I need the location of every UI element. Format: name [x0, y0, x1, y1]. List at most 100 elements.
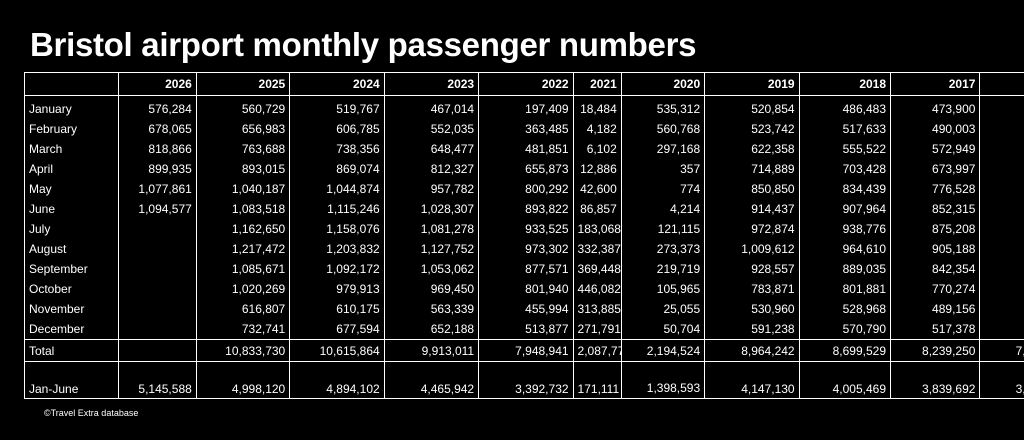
- cell: 732,741: [195, 319, 291, 340]
- cell: 1,092,172: [289, 259, 385, 279]
- cell: 363,485: [478, 119, 574, 139]
- cell: 1,162,650: [195, 219, 291, 239]
- row-label: May: [24, 179, 120, 199]
- cell: 738,356: [289, 139, 385, 159]
- cell: 2,194,524: [620, 339, 706, 362]
- column-header: 2022: [478, 72, 574, 96]
- row-label: February: [24, 119, 120, 139]
- cell: 486,483: [798, 95, 892, 119]
- cell: 105,965: [620, 279, 706, 299]
- cell: 555,522: [798, 139, 892, 159]
- cell: 523,742: [704, 119, 800, 139]
- cell: 10,833,730: [195, 339, 291, 362]
- table-row: November 616,807 610,175 563,339 455,994 313,…: [24, 299, 1024, 319]
- cell: 273,373: [620, 239, 706, 259]
- cell: 4,998,120: [195, 361, 291, 399]
- cell: 907,964: [798, 199, 892, 219]
- cell: 528,968: [798, 299, 892, 319]
- table-row: March 818,866 763,688 738,356 648,477 481,851…: [24, 139, 1024, 159]
- cell: 905,188: [890, 239, 981, 259]
- cell: 1,020,269: [195, 279, 291, 299]
- column-header: 2020: [620, 72, 706, 96]
- cell: 610,175: [289, 299, 385, 319]
- cell: 964,610: [798, 239, 892, 259]
- cell: 4,182: [572, 119, 622, 139]
- cell: 7,948,941: [478, 339, 574, 362]
- cell: 1,040,187: [195, 179, 291, 199]
- cell: 801,881: [798, 279, 892, 299]
- cell: 530,960: [704, 299, 800, 319]
- cell: 856,728: [979, 239, 1024, 259]
- cell: 800,292: [478, 179, 574, 199]
- table-row: July 1,162,650 1,158,076 1,081,278 933,525 18…: [24, 219, 1024, 239]
- cell: 42,600: [572, 179, 622, 199]
- cell: 801,940: [478, 279, 574, 299]
- cell: 938,776: [798, 219, 892, 239]
- cell: [118, 219, 197, 239]
- row-label: January: [24, 95, 120, 119]
- row-label: July: [24, 219, 120, 239]
- cell: 219,719: [620, 259, 706, 279]
- cell: 490,003: [890, 119, 981, 139]
- cell: 520,854: [704, 95, 800, 119]
- cell: 600,657: [979, 159, 1024, 179]
- cell: [118, 279, 197, 299]
- cell: 8,964,242: [704, 339, 800, 362]
- column-header: [24, 72, 120, 96]
- cell: 763,688: [195, 139, 291, 159]
- cell: 591,238: [704, 319, 800, 340]
- cell: 1,053,062: [383, 259, 480, 279]
- table-row: Jan-June 5,145,588 4,998,120 4,894,102 4,465…: [24, 361, 1024, 399]
- cell: 648,477: [383, 139, 480, 159]
- cell: 3,439,195: [979, 361, 1024, 399]
- cell: 914,437: [704, 199, 800, 219]
- cell: 25,055: [620, 299, 706, 319]
- cell: 560,768: [620, 119, 706, 139]
- cell: 513,877: [478, 319, 574, 340]
- table-body: January 576,284 560,729 519,767 467,014 197,4…: [24, 95, 1024, 399]
- title: Bristol airport monthly passenger number…: [30, 26, 697, 63]
- cell: 2,087,772: [572, 339, 622, 362]
- cell: [118, 339, 197, 362]
- cell: 4,465,942: [383, 361, 480, 399]
- cell: 616,807: [195, 299, 291, 319]
- cell: 9,913,011: [383, 339, 480, 362]
- cell: 8,239,250: [890, 339, 981, 362]
- column-header: 2023: [383, 72, 480, 96]
- cell: 1,083,518: [195, 199, 291, 219]
- cell: 408,792: [979, 95, 1024, 119]
- cell: 655,873: [478, 159, 574, 179]
- cell: 6,102: [572, 139, 622, 159]
- table-row: June 1,094,577 1,083,518 1,115,246 1,028,307…: [24, 199, 1024, 219]
- cell: 1,127,752: [383, 239, 480, 259]
- cell: 972,874: [704, 219, 800, 239]
- cell: 183,068: [572, 219, 622, 239]
- cell: 606,785: [289, 119, 385, 139]
- table-row: September 1,085,671 1,092,172 1,053,062 877,…: [24, 259, 1024, 279]
- cell: 852,315: [890, 199, 981, 219]
- table-row: January 576,284 560,729 519,767 467,014 197,4…: [24, 95, 1024, 119]
- cell: 472,660: [979, 299, 1024, 319]
- cell: 313,885: [572, 299, 622, 319]
- cell: 714,889: [704, 159, 800, 179]
- cell: 622,358: [704, 139, 800, 159]
- cell: 437,850: [979, 119, 1024, 139]
- column-header: 2018: [798, 72, 892, 96]
- cell: 455,994: [478, 299, 574, 319]
- cell: 1,085,671: [195, 259, 291, 279]
- table-container: 2026 2025 2024 2023 2022 2021 2020 2019 2018 2017…: [24, 72, 1024, 399]
- cell: 552,035: [383, 119, 480, 139]
- row-label: December: [24, 319, 120, 340]
- cell: 957,782: [383, 179, 480, 199]
- row-label: August: [24, 239, 120, 259]
- cell: [118, 299, 197, 319]
- cell: [118, 259, 197, 279]
- cell: 705,820: [979, 179, 1024, 199]
- cell: 933,525: [478, 219, 574, 239]
- column-header: 2026: [118, 72, 197, 96]
- table-row: August 1,217,472 1,203,832 1,127,752 973,302…: [24, 239, 1024, 259]
- cell: 4,894,102: [289, 361, 385, 399]
- cell: 197,409: [478, 95, 574, 119]
- cell: 517,378: [890, 319, 981, 340]
- cell: 1,028,307: [383, 199, 480, 219]
